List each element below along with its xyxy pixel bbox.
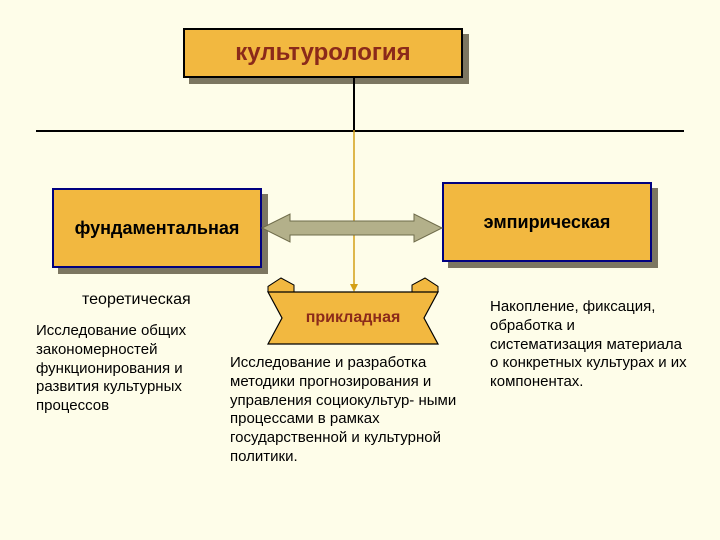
right-box: эмпирическая [442, 182, 652, 262]
theoretical-label: теоретическая [82, 290, 191, 310]
middle-description: Исследование и разработка методики прогн… [230, 354, 460, 467]
left-description: Исследование общих закономерностей функц… [36, 322, 236, 416]
left-box-text: фундаментальная [75, 218, 240, 239]
right-box-text: эмпирическая [484, 212, 611, 233]
left-box: фундаментальная [52, 188, 262, 268]
right-description: Накопление, фиксация, обработка и систем… [490, 298, 690, 392]
title-box: культурология [183, 28, 463, 78]
svg-text:прикладная: прикладная [306, 309, 401, 326]
title-text: культурология [235, 39, 410, 67]
diagram-stage: культурология фундаментальная эмпирическ… [0, 0, 720, 540]
horizontal-rule [36, 130, 684, 132]
banner-ribbon: прикладная [268, 278, 438, 344]
theoretical-label-text: теоретическая [82, 291, 191, 308]
vertical-arrow-down-icon [350, 130, 358, 292]
middle-description-text: Исследование и разработка методики прогн… [230, 354, 456, 465]
double-arrow-icon [262, 214, 442, 242]
left-description-text: Исследование общих закономерностей функц… [36, 322, 186, 414]
right-description-text: Накопление, фиксация, обработка и систем… [490, 298, 687, 390]
